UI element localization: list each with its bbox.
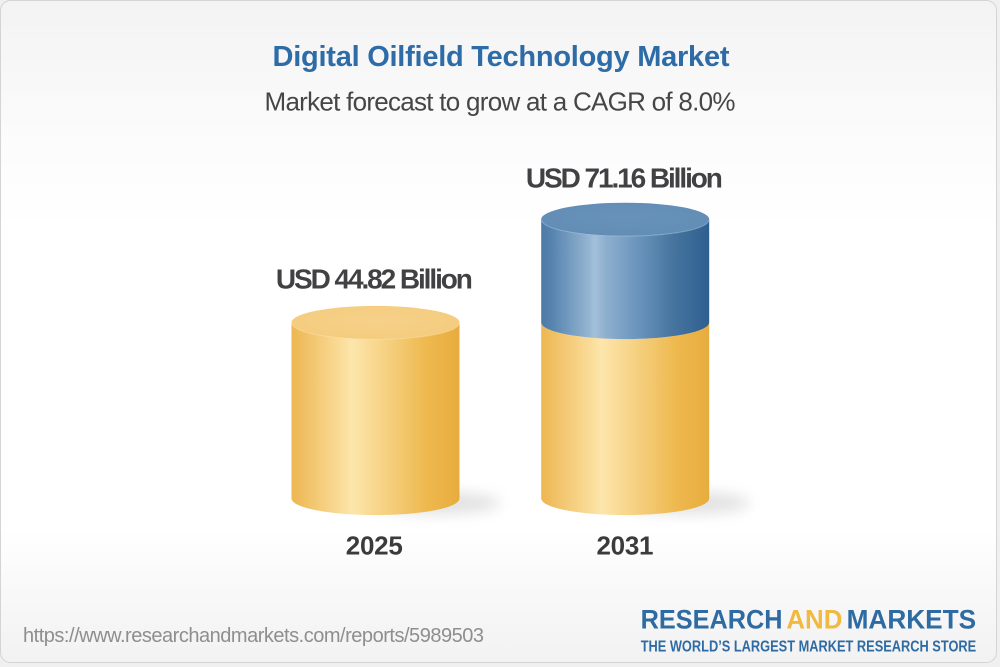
svg-text:THE WORLD’S LARGEST MARKET RES: THE WORLD’S LARGEST MARKET RESEARCH STOR… [641, 638, 977, 655]
svg-text:AND: AND [786, 605, 842, 635]
svg-text:MARKETS: MARKETS [847, 605, 977, 635]
svg-text:Digital Oilfield Technology Ma: Digital Oilfield Technology Market [273, 41, 730, 73]
svg-text:RESEARCH: RESEARCH [641, 605, 783, 635]
svg-text:2031: 2031 [597, 531, 654, 561]
svg-text:2025: 2025 [346, 531, 403, 561]
svg-text:USD 44.82 Billion: USD 44.82 Billion [276, 264, 473, 295]
svg-text:USD 71.16 Billion: USD 71.16 Billion [526, 163, 723, 194]
svg-text:Market forecast to grow at a C: Market forecast to grow at a CAGR of 8.0… [265, 87, 736, 117]
svg-text:https://www.researchandmarkets: https://www.researchandmarkets.com/repor… [23, 625, 484, 647]
